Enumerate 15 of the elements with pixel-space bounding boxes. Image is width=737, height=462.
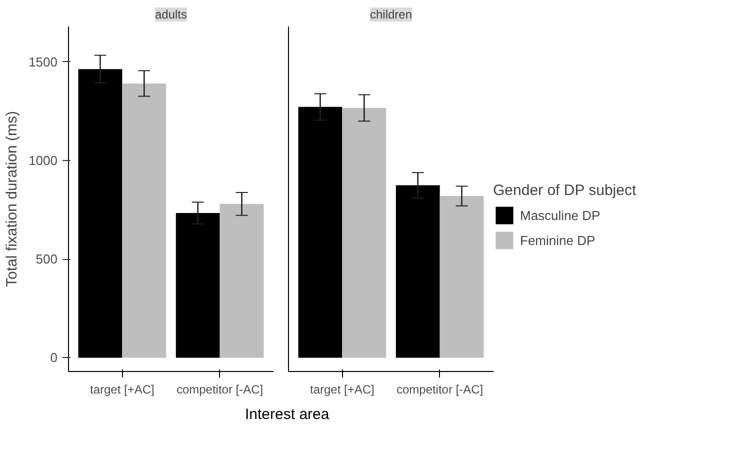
x-axis-title: Interest area [245,405,330,425]
x-tick-label: competitor [-AC] [396,382,484,396]
y-tick-label: 1000 [28,153,58,168]
x-tick-label: target [+AC] [90,382,154,396]
x-tick-label: target [+AC] [310,382,374,396]
y-axis-title: Total fixation duration (ms) [4,111,21,287]
y-tick-label: 500 [36,252,58,267]
legend-label: Feminine DP [520,232,596,248]
legend-label: Masculine DP [520,208,600,222]
chart-title: adults [154,8,188,22]
legend-title: Gender of DP subject [493,182,636,199]
y-tick-label: 1500 [28,54,58,70]
y-tick-label: 0 [50,350,58,366]
chart-title: children [370,8,412,22]
x-tick-label: competitor [-AC] [176,382,264,396]
